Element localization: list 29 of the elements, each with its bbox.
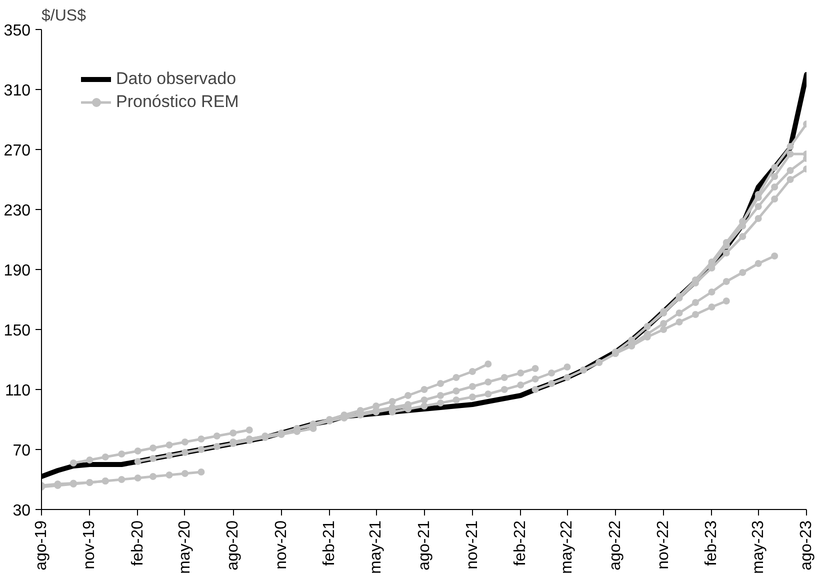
legend-label: Dato observado — [116, 69, 236, 89]
x-tick-label: nov-21 — [464, 520, 481, 570]
x-tick-label: may-21 — [368, 520, 385, 574]
legend-label: Pronóstico REM — [116, 92, 239, 112]
y-tick-label: 230 — [4, 202, 31, 220]
x-tick-label: nov-20 — [272, 520, 290, 570]
x-tick-label: ago-19 — [33, 520, 50, 570]
x-tick-label: may-22 — [558, 520, 576, 574]
x-tick-label: may-20 — [176, 520, 194, 574]
x-tick-label: feb-23 — [703, 520, 720, 566]
x-tick-label: ago-20 — [224, 520, 242, 570]
x-tick-label: may-23 — [750, 520, 767, 574]
x-tick-label: ago-22 — [606, 520, 624, 570]
y-tick-label: 270 — [4, 142, 31, 160]
y-tick-label: 70 — [12, 442, 31, 460]
x-tick-label: feb-20 — [129, 520, 146, 566]
x-tick-label: ago-23 — [798, 520, 815, 570]
y-tick-label: 150 — [4, 322, 31, 340]
x-tick-label: feb-22 — [512, 520, 530, 566]
x-tick-label: nov-19 — [81, 520, 98, 570]
x-tick-label: feb-21 — [320, 520, 338, 566]
y-tick-label: 30 — [12, 502, 31, 520]
y-axis-title: $/US$ — [42, 8, 86, 24]
y-tick-label: 350 — [4, 22, 31, 40]
x-tick-label: nov-22 — [655, 520, 672, 570]
y-tick-label: 310 — [4, 82, 31, 100]
x-tick-label: ago-21 — [416, 520, 433, 570]
y-tick-label: 110 — [4, 382, 31, 400]
y-tick-label: 190 — [4, 262, 31, 280]
